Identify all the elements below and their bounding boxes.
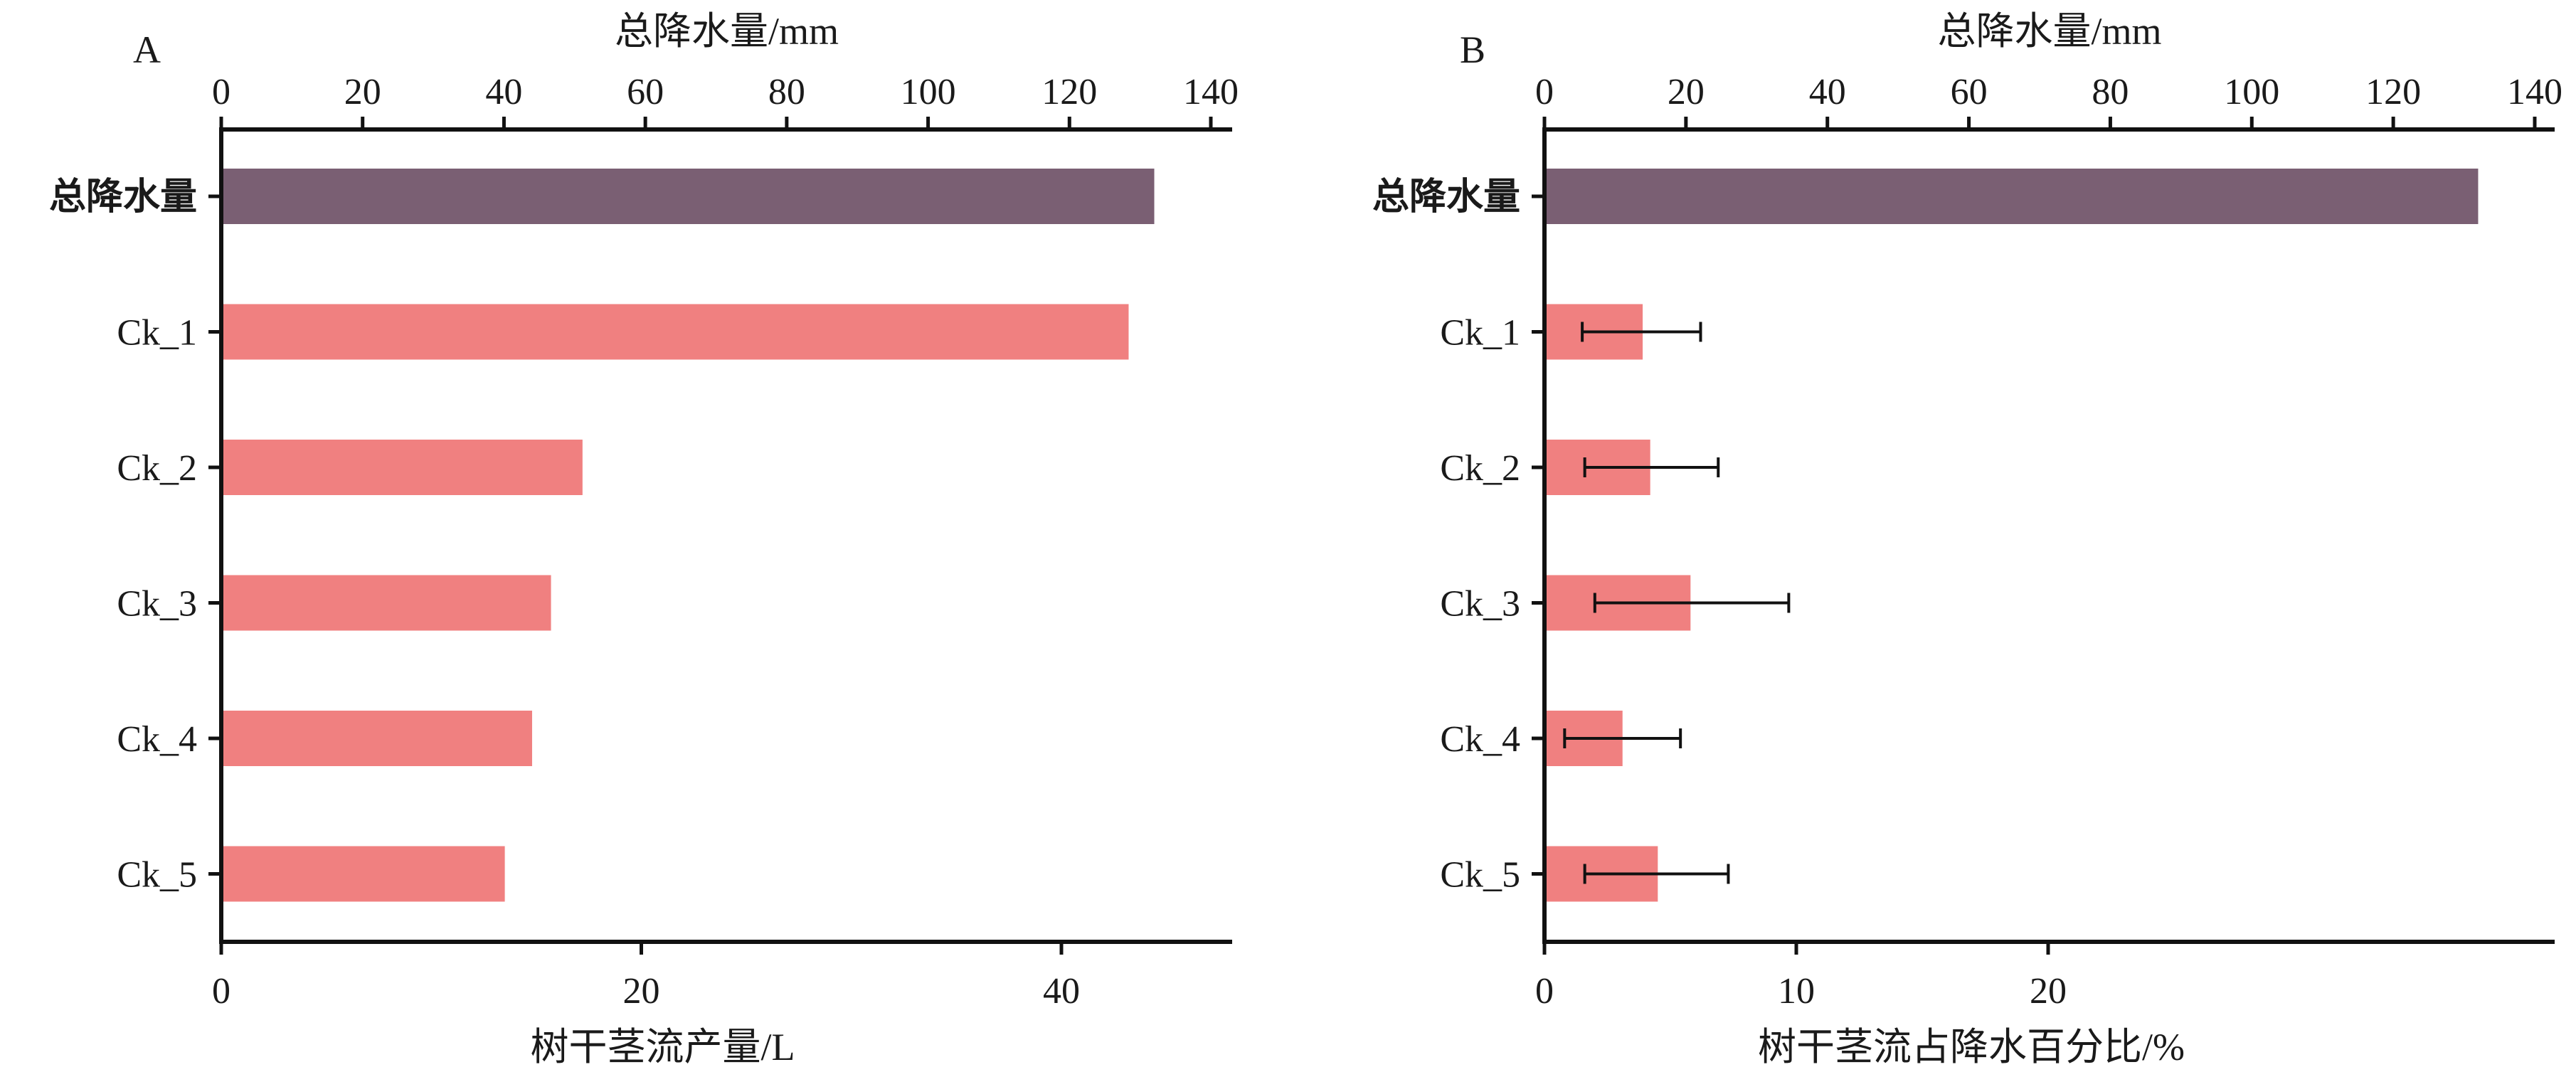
bottom-tick-label: 40 [1043,971,1080,1012]
top-tick-label: 60 [627,72,664,112]
top-tick-label: 100 [901,72,956,112]
top-tick-label: 120 [1041,72,1097,112]
top-tick-label: 40 [1809,72,1846,112]
bar-Ck_1 [221,304,1129,360]
top-tick-label: 80 [2092,72,2129,112]
top-tick-label: 0 [212,72,230,112]
bottom-tick-label: 20 [2030,971,2067,1012]
panel-a: 总降水量 Ck_1 Ck_2 Ck_3 Ck_4 Ck_5 0 20 40 60 80 100 120 1… [49,10,1239,1068]
top-tick-label: 80 [768,72,805,112]
category-label: 总降水量 [49,176,197,218]
category-label: Ck_2 [1440,448,1520,489]
bottom-tick-label: 0 [1535,971,1554,1012]
panel-label: B [1460,28,1485,71]
category-label: Ck_2 [117,448,197,489]
bar-Ck_5 [221,846,505,902]
panel-label: A [133,28,161,71]
bottom-axis-label: 树干茎流占降水百分比/% [1758,1026,2185,1068]
top-tick-label: 140 [2507,72,2562,112]
top-tick-label: 120 [2365,72,2421,112]
bottom-tick-label: 20 [623,971,660,1012]
top-tick-label: 60 [1951,72,1988,112]
category-label: Ck_1 [1440,313,1520,354]
category-label: Ck_4 [117,719,197,760]
category-label: Ck_1 [117,313,197,354]
bar-Ck_4 [221,711,532,766]
category-label: Ck_4 [1440,719,1520,760]
top-axis-label: 总降水量/mm [1937,10,2161,53]
top-tick-label: 100 [2224,72,2279,112]
bar-Ck_3 [221,575,551,631]
bottom-axis-label: 树干茎流产量/L [531,1026,795,1068]
top-tick-label: 0 [1535,72,1554,112]
category-label: Ck_5 [117,855,197,896]
top-tick-label: 20 [1668,72,1705,112]
top-axis-label: 总降水量/mm [615,10,839,53]
top-tick-label: 140 [1183,72,1239,112]
bar-Ck_2 [221,440,583,495]
category-label: 总降水量 [1372,176,1520,218]
bar-总降水量 [221,169,1155,224]
bottom-tick-label: 10 [1778,971,1815,1012]
top-tick-label: 40 [485,72,522,112]
category-label: Ck_3 [1440,584,1520,625]
category-label: Ck_5 [1440,855,1520,896]
top-tick-label: 20 [344,72,381,112]
bottom-tick-label: 0 [212,971,230,1012]
bar-总降水量 [1544,169,2479,224]
category-label: Ck_3 [117,584,197,625]
